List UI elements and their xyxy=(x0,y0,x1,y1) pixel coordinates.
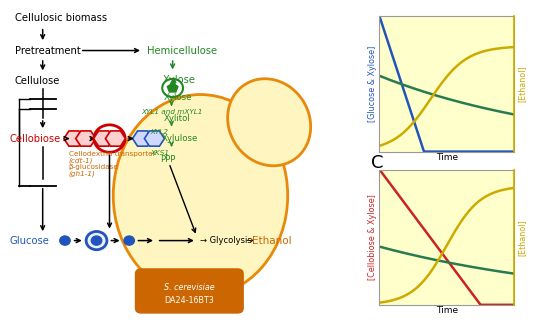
Text: Xylulose: Xylulose xyxy=(162,134,198,143)
Text: S. cerevisiae: S. cerevisiae xyxy=(164,283,215,292)
Ellipse shape xyxy=(113,95,288,297)
Text: (cdt-1): (cdt-1) xyxy=(69,157,93,164)
Text: Cellobiose: Cellobiose xyxy=(9,134,60,143)
Text: Cellodextrin transporter: Cellodextrin transporter xyxy=(69,151,155,157)
X-axis label: Time: Time xyxy=(436,306,458,315)
Y-axis label: [Glucose & Xylose]: [Glucose & Xylose] xyxy=(368,46,377,122)
Text: Xylose: Xylose xyxy=(163,75,196,84)
Y-axis label: [Ethanol]: [Ethanol] xyxy=(517,219,526,256)
Circle shape xyxy=(162,79,183,97)
Text: Cellulosic biomass: Cellulosic biomass xyxy=(15,13,107,23)
Text: Ethanol: Ethanol xyxy=(252,236,292,245)
Text: Cellulose: Cellulose xyxy=(15,76,61,85)
Ellipse shape xyxy=(228,79,311,166)
Text: Xylose: Xylose xyxy=(163,93,192,102)
Circle shape xyxy=(124,236,134,245)
Text: C: C xyxy=(371,154,384,172)
Text: (gh1-1): (gh1-1) xyxy=(69,170,96,177)
Circle shape xyxy=(91,236,102,245)
Text: DA24-16BT3: DA24-16BT3 xyxy=(164,296,214,305)
Text: XYL2: XYL2 xyxy=(150,129,168,135)
Circle shape xyxy=(86,231,107,250)
Circle shape xyxy=(60,236,70,245)
Text: XYL1 and mXYL1: XYL1 and mXYL1 xyxy=(141,109,202,115)
Text: →: → xyxy=(245,236,252,245)
Text: XKS1: XKS1 xyxy=(150,150,169,156)
Text: Hemicellulose: Hemicellulose xyxy=(147,46,217,55)
Text: → Glycolysis: → Glycolysis xyxy=(201,236,252,245)
Text: Pretreatment: Pretreatment xyxy=(15,46,81,55)
Y-axis label: [Cellobiose & Xylose]: [Cellobiose & Xylose] xyxy=(368,194,377,280)
Text: PPP: PPP xyxy=(160,155,175,164)
FancyBboxPatch shape xyxy=(135,269,243,313)
Text: β-glucosidase: β-glucosidase xyxy=(69,164,119,170)
Text: Glucose: Glucose xyxy=(9,236,49,245)
X-axis label: Time: Time xyxy=(436,153,458,162)
Y-axis label: [Ethanol]: [Ethanol] xyxy=(517,66,526,102)
Text: Xylitol: Xylitol xyxy=(163,113,190,123)
